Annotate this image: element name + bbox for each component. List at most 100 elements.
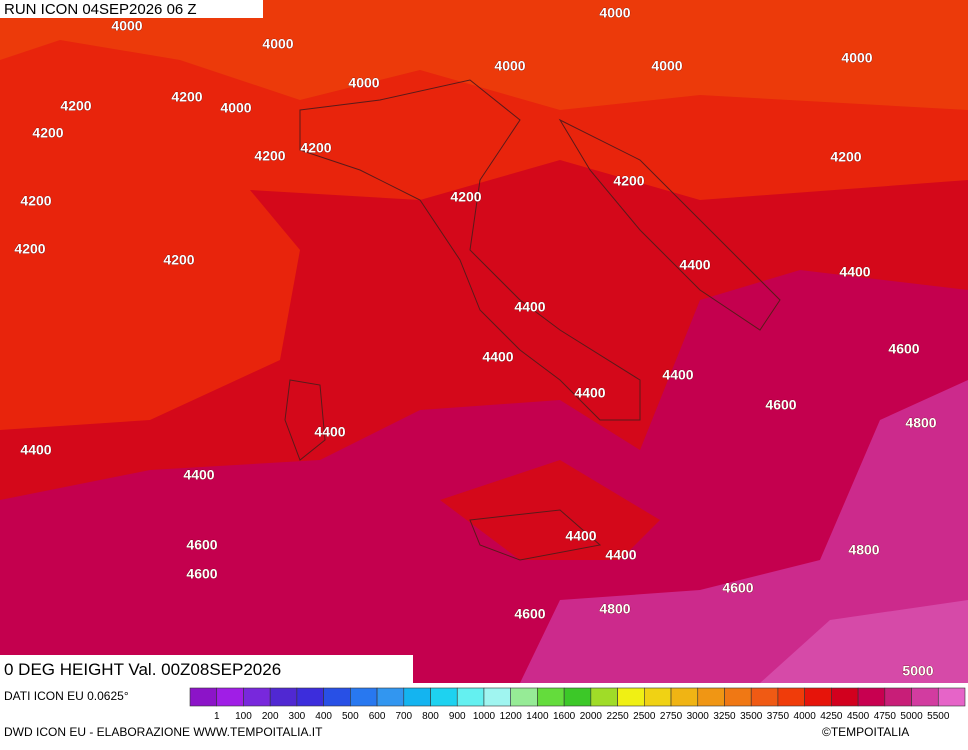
contour-label: 4400 — [839, 264, 870, 280]
contour-label: 4200 — [32, 125, 63, 141]
contour-label: 4400 — [482, 349, 513, 365]
legend-label: 5000 — [900, 711, 923, 722]
color-swatch — [216, 687, 244, 707]
field-title: 0 DEG HEIGHT Val. 00Z08SEP2026 — [4, 660, 281, 679]
color-swatch — [323, 687, 351, 707]
contour-label: 4200 — [20, 193, 51, 209]
legend-label: 4500 — [847, 711, 870, 722]
legend-label: 200 — [262, 711, 279, 722]
legend-label: 3250 — [713, 711, 736, 722]
contour-label: 4600 — [514, 606, 545, 622]
zone-5000 — [760, 600, 968, 683]
color-swatch — [804, 687, 832, 707]
contour-label: 4800 — [905, 415, 936, 431]
contour-label: 4200 — [613, 173, 644, 189]
contour-label: 4400 — [20, 442, 51, 458]
legend-label: 100 — [235, 711, 252, 722]
contour-label: 4200 — [163, 252, 194, 268]
map — [0, 0, 968, 683]
contour-label: 4600 — [722, 580, 753, 596]
color-swatch — [483, 687, 511, 707]
contour-label: 4200 — [171, 89, 202, 105]
contour-label: 4200 — [830, 149, 861, 165]
legend-label: 1000 — [473, 711, 496, 722]
legend-label: 3750 — [767, 711, 790, 722]
color-swatch — [911, 687, 939, 707]
legend-label: 700 — [395, 711, 412, 722]
run-title: RUN ICON 04SEP2026 06 Z — [4, 1, 197, 18]
color-swatch — [456, 687, 485, 707]
color-swatch — [857, 687, 886, 707]
contour-label: 4200 — [60, 98, 91, 114]
color-swatch — [269, 687, 298, 707]
contour-label: 4200 — [450, 189, 481, 205]
contour-label: 4400 — [183, 467, 214, 483]
contour-label: 4800 — [848, 542, 879, 558]
color-swatch — [670, 687, 699, 707]
color-swatch — [724, 687, 752, 707]
color-swatch — [937, 687, 966, 707]
contour-label: 4000 — [111, 18, 142, 34]
colorbar: 1 100 200 300 400 500 600 700 800 900 1000 1200 1400… — [189, 687, 966, 722]
legend-label: 4000 — [794, 711, 817, 722]
contour-label: 4000 — [220, 100, 251, 116]
color-swatch — [510, 687, 538, 707]
legend-label: 3000 — [687, 711, 710, 722]
contour-label: 4600 — [888, 341, 919, 357]
legend-label: 2250 — [606, 711, 629, 722]
legend-label: 4750 — [874, 711, 897, 722]
copyright: ©TEMPOITALIA — [822, 725, 909, 739]
contour-label: 4600 — [186, 566, 217, 582]
contour-label: 4200 — [254, 148, 285, 164]
contour-label: 4800 — [599, 601, 630, 617]
credit: DWD ICON EU - ELABORAZIONE WWW.TEMPOITAL… — [4, 725, 323, 739]
coastline — [284, 79, 781, 561]
zone-4000 — [0, 0, 968, 110]
color-swatch — [350, 687, 378, 707]
contour-label: 4400 — [679, 257, 710, 273]
legend-label: 800 — [422, 711, 439, 722]
contour-label: 4000 — [262, 36, 293, 52]
legend-label: 900 — [449, 711, 466, 722]
source: DATI ICON EU 0.0625° — [4, 689, 129, 703]
legend-label: 4250 — [820, 711, 843, 722]
contour-label: 4200 — [300, 140, 331, 156]
color-swatch — [189, 687, 218, 707]
legend-label: 5500 — [927, 711, 950, 722]
color-swatch — [296, 687, 324, 707]
contour-label: 4600 — [765, 397, 796, 413]
contour-label: 4000 — [841, 50, 872, 66]
contour-label: 5000 — [902, 663, 933, 679]
color-swatch — [617, 687, 645, 707]
legend-label: 2000 — [580, 711, 603, 722]
contour-label: 4400 — [574, 385, 605, 401]
contour-label: 4000 — [599, 5, 630, 21]
color-swatch — [537, 687, 565, 707]
color-swatch — [644, 687, 672, 707]
contour-label: 4000 — [348, 75, 379, 91]
color-swatch — [243, 687, 271, 707]
contour-label: 4000 — [651, 58, 682, 74]
legend-label: 1600 — [553, 711, 576, 722]
contour-label: 4600 — [186, 537, 217, 553]
color-swatch — [563, 687, 592, 707]
color-swatch — [590, 687, 618, 707]
color-swatch — [750, 687, 779, 707]
legend-label: 400 — [315, 711, 332, 722]
run-box — [0, 0, 263, 18]
contour-labels: 4000 4000 4000 4000 4000 4000 4000 4000 4200 4200… — [14, 4, 937, 679]
color-swatch — [430, 687, 458, 707]
zone-4800 — [520, 380, 968, 683]
color-swatch — [777, 687, 805, 707]
zone-4400 — [440, 460, 660, 560]
zone-4600 — [0, 270, 968, 683]
legend-label: 600 — [369, 711, 386, 722]
legend-label: 500 — [342, 711, 359, 722]
legend-label: 300 — [289, 711, 306, 722]
contour-label: 4400 — [605, 547, 636, 563]
contour-label: 4400 — [565, 528, 596, 544]
contour-label: 4400 — [514, 299, 545, 315]
legend-label: 3500 — [740, 711, 763, 722]
color-swatch — [884, 687, 912, 707]
legend-label: 1400 — [526, 711, 549, 722]
